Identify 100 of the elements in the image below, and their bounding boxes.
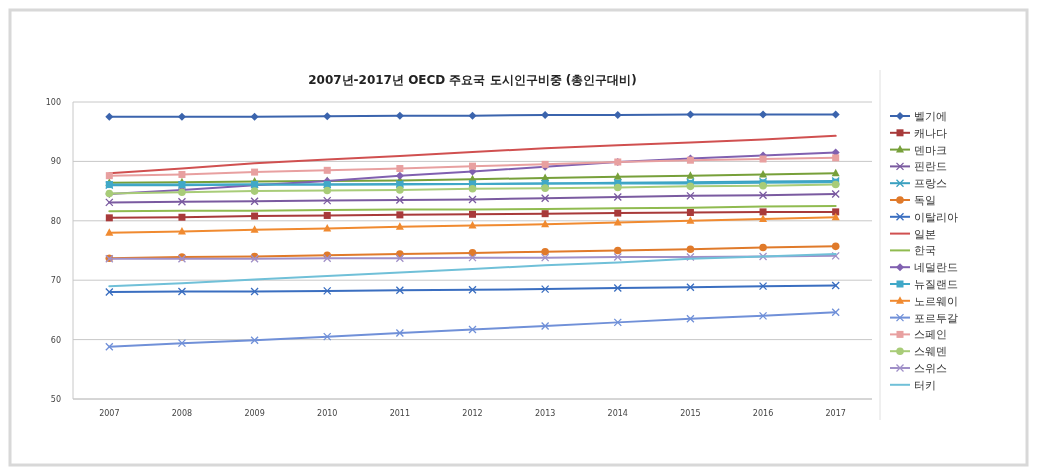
point [323, 211, 331, 219]
point [831, 251, 840, 260]
point [541, 184, 549, 192]
point [468, 285, 477, 294]
legend-label: 프랑스 [914, 177, 947, 191]
point [759, 208, 767, 216]
legend-label: 캐나다 [914, 126, 947, 140]
point [831, 110, 840, 119]
point [613, 283, 622, 293]
point [105, 214, 113, 222]
point [686, 252, 695, 262]
chart-title: 2007년-2017년 OECD 주요국 도시인구비중 (총인구대비) [308, 73, 637, 87]
point [178, 213, 186, 221]
point [323, 166, 331, 174]
point [540, 253, 550, 262]
x-tick-label: 2016 [752, 409, 774, 418]
legend-label: 터키 [914, 378, 936, 392]
y-tick-label: 50 [50, 395, 61, 404]
legend-label: 노르웨이 [914, 294, 958, 308]
point [613, 183, 622, 192]
point [105, 287, 114, 297]
point [613, 218, 622, 226]
point [613, 246, 622, 255]
point [395, 286, 405, 295]
point [395, 111, 404, 120]
y-tick-label: 90 [50, 157, 61, 167]
point [250, 187, 259, 195]
point [178, 170, 186, 178]
point [831, 242, 840, 251]
point [396, 165, 404, 173]
point [759, 214, 768, 223]
point [105, 198, 114, 207]
legend-label: 독일 [914, 194, 936, 207]
point [758, 311, 768, 320]
y-tick-label: 80 [50, 216, 61, 226]
point [323, 196, 332, 205]
legend-label: 일본 [914, 227, 936, 241]
legend-label: 네덜란드 [914, 261, 958, 275]
point [323, 332, 332, 341]
point [831, 212, 840, 221]
point [540, 284, 550, 294]
point [758, 252, 768, 261]
point [395, 254, 405, 263]
point [832, 208, 840, 216]
legend-label: 스페인 [914, 328, 947, 342]
point [686, 314, 695, 323]
x-tick-label: 2010 [317, 409, 338, 418]
point [396, 211, 404, 219]
point [613, 111, 622, 120]
point [758, 281, 768, 291]
point [395, 171, 404, 180]
point [250, 287, 259, 296]
point [686, 283, 695, 292]
point [395, 328, 405, 338]
point [686, 245, 695, 254]
point [686, 171, 695, 179]
point [541, 210, 549, 218]
y-tick-label: 70 [50, 276, 61, 286]
x-tick-label: 2008 [171, 409, 193, 418]
point [469, 210, 476, 218]
legend-label: 이탈리아 [914, 210, 958, 224]
point [540, 321, 550, 331]
x-tick-label: 2017 [825, 409, 846, 418]
point [613, 192, 622, 202]
point [468, 221, 477, 229]
point [323, 286, 332, 296]
point [686, 208, 694, 216]
point [468, 195, 477, 204]
point [614, 209, 622, 217]
point [177, 339, 187, 348]
point [177, 112, 186, 121]
point [541, 247, 549, 256]
x-tick-label: 2011 [389, 409, 411, 418]
point [323, 112, 332, 121]
point [686, 216, 695, 224]
point [105, 112, 114, 121]
point [540, 194, 550, 203]
legend-label: 한국 [914, 244, 936, 258]
point [177, 287, 187, 296]
point [251, 212, 259, 220]
point [686, 110, 695, 119]
point [759, 243, 767, 252]
point [831, 168, 840, 177]
point [396, 186, 404, 194]
point [613, 172, 622, 180]
point [250, 112, 259, 121]
x-tick-label: 2012 [462, 409, 483, 418]
point [541, 219, 550, 228]
x-tick-label: 2009 [244, 409, 265, 418]
point [468, 253, 477, 262]
x-tick-label: 2014 [607, 409, 628, 418]
point [613, 252, 622, 262]
point [613, 318, 622, 327]
point [395, 222, 404, 230]
point [105, 228, 114, 236]
point [759, 155, 767, 163]
y-tick-label: 100 [45, 98, 61, 107]
point [250, 336, 259, 345]
point [468, 111, 477, 120]
point [832, 154, 840, 162]
